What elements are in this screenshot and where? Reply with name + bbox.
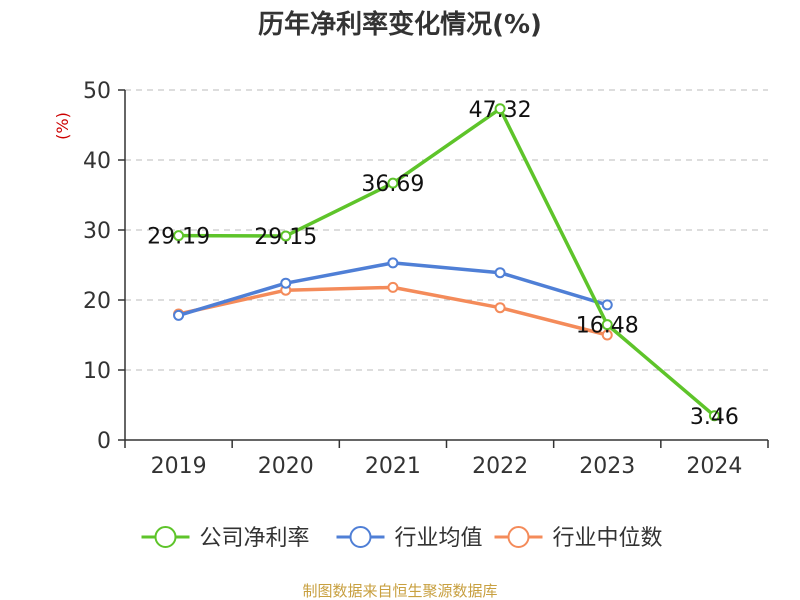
- data-point[interactable]: [387, 281, 399, 293]
- data-point[interactable]: [280, 277, 292, 289]
- data-point[interactable]: [494, 103, 506, 115]
- x-tick-label-2024: 2024: [686, 454, 742, 479]
- data-point[interactable]: [708, 410, 720, 422]
- legend-label: 行业中位数: [553, 526, 663, 551]
- data-label: 29.15: [254, 225, 317, 250]
- source-note: 制图数据来自恒生聚源数据库: [302, 582, 497, 600]
- data-point[interactable]: [173, 230, 185, 242]
- data-point[interactable]: [280, 230, 292, 242]
- series-line-0: [176, 107, 717, 418]
- y-tick-label: 20: [83, 289, 111, 314]
- x-tick-label-2022: 2022: [472, 454, 528, 479]
- y-tick-label: 50: [83, 79, 111, 104]
- legend-item-2[interactable]: 行业中位数: [494, 526, 663, 551]
- data-point[interactable]: [601, 329, 613, 341]
- data-labels: 29.19 29.15 36.69 47.32 16.48 3.46: [147, 98, 739, 430]
- data-point[interactable]: [173, 309, 185, 321]
- y-axis-label: (%): [53, 112, 72, 140]
- legend-label: 行业均值: [395, 526, 483, 551]
- legend-marker-icon: [507, 526, 530, 548]
- legend-item-1[interactable]: 行业均值: [336, 526, 483, 551]
- x-tick-label-2020: 2020: [258, 454, 314, 479]
- series-group: [173, 103, 720, 422]
- legend-item-0[interactable]: 公司净利率: [141, 526, 310, 551]
- data-point[interactable]: [387, 177, 399, 189]
- data-label: 16.48: [576, 314, 639, 339]
- x-tick-label-2019: 2019: [151, 454, 207, 479]
- legend-label: 公司净利率: [200, 526, 310, 551]
- x-tick-label-2023: 2023: [579, 454, 635, 479]
- y-tick-label: 0: [97, 429, 111, 454]
- grid-lines: [125, 89, 768, 371]
- y-tick-label: 10: [83, 359, 111, 384]
- data-point[interactable]: [494, 302, 506, 314]
- data-point[interactable]: [601, 299, 613, 311]
- legend-marker-icon: [349, 526, 372, 548]
- data-label: 29.19: [147, 225, 210, 250]
- legend-marker-icon: [154, 526, 177, 548]
- data-label: 3.46: [690, 405, 739, 430]
- data-point[interactable]: [494, 267, 506, 279]
- data-label: 36.69: [361, 172, 424, 197]
- data-label: 47.32: [469, 98, 532, 123]
- axes: 0 10 20 30 40 50 2019 2020 2021 2022 2023 2024: [83, 79, 769, 479]
- chart-title: 历年净利率变化情况(%): [258, 9, 542, 40]
- x-tick-label-2021: 2021: [365, 454, 421, 479]
- y-tick-label: 30: [83, 219, 111, 244]
- data-point[interactable]: [601, 319, 613, 331]
- y-tick-label: 40: [83, 149, 111, 174]
- legend[interactable]: 公司净利率 行业均值 行业中位数: [141, 526, 663, 551]
- data-point[interactable]: [387, 257, 399, 269]
